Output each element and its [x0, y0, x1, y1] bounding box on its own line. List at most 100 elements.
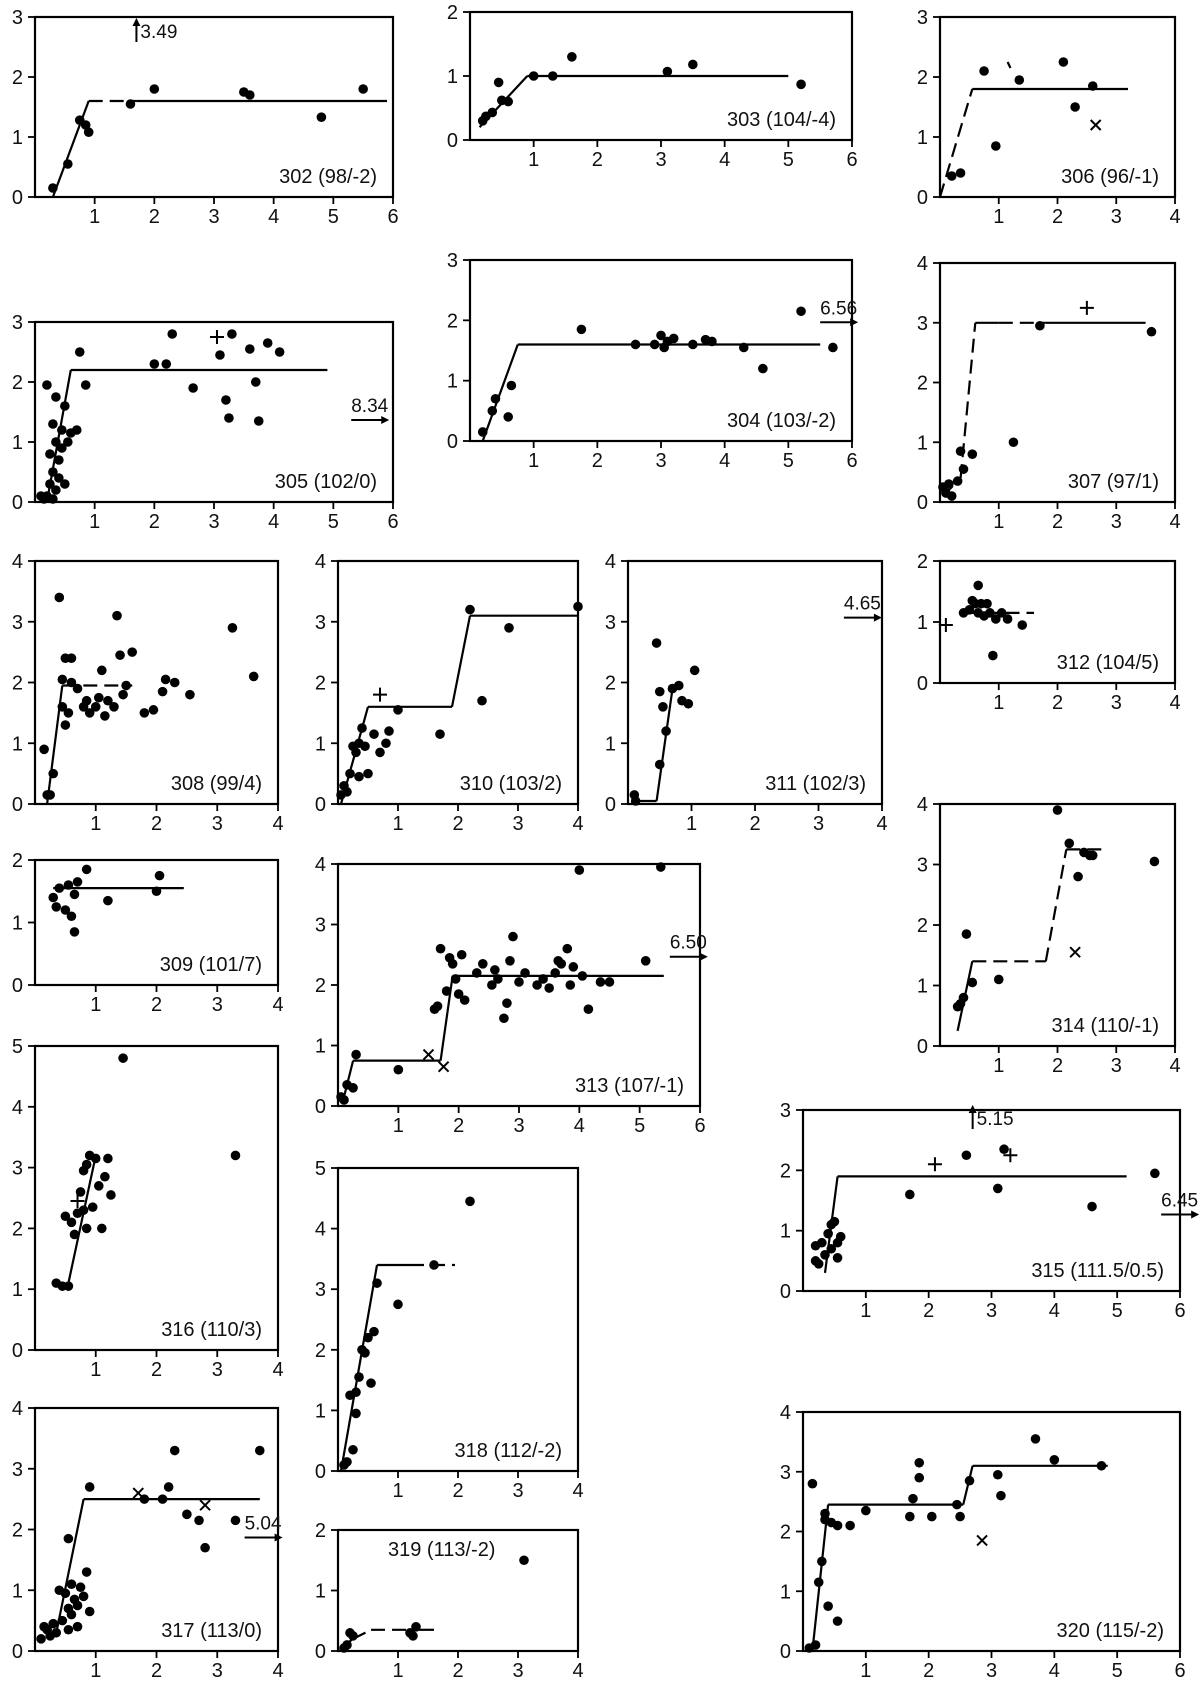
- data-point: [1017, 620, 1028, 630]
- plus-marker: [209, 330, 224, 344]
- data-point: [565, 980, 576, 990]
- data-point: [87, 1202, 98, 1212]
- data-point: [66, 911, 77, 922]
- data-point: [1035, 320, 1045, 331]
- data-point: [1008, 437, 1019, 448]
- data-point: [66, 677, 77, 688]
- y-tick-label: 3: [315, 915, 326, 937]
- data-point: [57, 443, 67, 453]
- fit-line: [55, 1498, 85, 1634]
- panel-306: 0 1 2 3 1 2 3 4 306 (96/-1): [917, 7, 1181, 228]
- fit-line: [655, 688, 674, 802]
- data-point: [227, 329, 237, 339]
- y-tick-label: 4: [917, 253, 928, 275]
- data-point: [248, 671, 259, 682]
- data-point: [813, 1259, 824, 1269]
- y-tick-label: 0: [315, 1641, 326, 1663]
- x-tick-label: 3: [208, 511, 219, 533]
- x-tick-label: 1: [392, 813, 403, 835]
- x-tick-label: 5: [634, 1115, 645, 1137]
- data-point: [66, 1579, 77, 1589]
- data-point: [595, 977, 606, 987]
- data-point: [738, 342, 749, 353]
- x-tick-label: 5: [783, 149, 794, 171]
- offscale-value: 8.34: [351, 396, 388, 417]
- data-point: [72, 683, 83, 694]
- data-point: [54, 473, 64, 483]
- plus-marker: [1003, 1148, 1018, 1163]
- x-tick-label: 6: [846, 149, 857, 171]
- y-tick-label: 2: [917, 67, 928, 89]
- y-tick-label: 2: [12, 673, 23, 695]
- data-point: [167, 329, 178, 339]
- data-point: [72, 1621, 83, 1632]
- data-point: [348, 1083, 358, 1093]
- data-point: [477, 695, 487, 706]
- y-tick-label: 1: [605, 733, 616, 755]
- data-point: [42, 380, 52, 390]
- x-tick-label: 4: [572, 813, 583, 835]
- x-tick-label: 4: [1169, 206, 1180, 228]
- data-point: [707, 336, 717, 347]
- data-point: [245, 344, 255, 354]
- data-point: [72, 877, 83, 887]
- panel-label: 307 (97/1): [1068, 471, 1159, 493]
- data-point: [81, 1159, 92, 1170]
- x-tick-label: 6: [694, 1115, 705, 1137]
- fit-line: [1006, 61, 1012, 69]
- data-point: [342, 1640, 352, 1650]
- panel-311: 0 1 2 3 4 1 2 3 4 4.65 311 (102/3): [605, 551, 888, 835]
- data-point: [456, 949, 467, 960]
- fit-line: [339, 1264, 379, 1472]
- data-point: [274, 347, 285, 357]
- plus-marker: [70, 1194, 85, 1209]
- data-point: [944, 479, 954, 489]
- panel-label: 317 (113/0): [161, 1620, 262, 1642]
- x-tick-label: 3: [512, 1480, 523, 1502]
- panel-302: 0 1 2 3 1 2 3 4 5 6 3.49 302 (98/-2): [12, 7, 399, 228]
- data-point: [1146, 326, 1157, 337]
- x-tick-label: 3: [813, 813, 824, 835]
- data-point: [250, 377, 261, 387]
- x-tick-label: 6: [387, 206, 398, 228]
- data-point: [927, 1511, 937, 1522]
- data-point: [506, 380, 517, 391]
- data-point: [465, 1196, 475, 1207]
- data-point: [375, 747, 385, 758]
- data-point: [985, 608, 995, 618]
- cross-marker: [1089, 119, 1102, 131]
- y-tick-label: 3: [447, 250, 458, 272]
- y-tick-label: 1: [12, 913, 23, 935]
- data-point: [604, 977, 615, 987]
- x-tick-label: 3: [513, 1115, 524, 1137]
- y-tick-label: 2: [447, 2, 458, 24]
- data-point: [408, 1631, 418, 1641]
- data-point: [160, 674, 171, 685]
- data-point: [845, 1520, 855, 1531]
- data-point: [372, 1278, 382, 1288]
- data-point: [57, 1615, 68, 1626]
- cross-marker: [976, 1534, 988, 1547]
- data-point: [861, 1505, 871, 1516]
- data-point: [820, 1508, 830, 1519]
- data-point: [996, 608, 1007, 618]
- x-tick-label: 1: [686, 813, 697, 835]
- data-point: [118, 689, 128, 700]
- data-point: [478, 959, 488, 969]
- fit-line: [1044, 849, 1068, 962]
- y-tick-label: 4: [315, 1219, 326, 1241]
- offscale-value: 6.56: [820, 298, 857, 319]
- data-point: [149, 84, 160, 94]
- panel-label: 319 (113/-2): [388, 1539, 495, 1561]
- data-point: [487, 107, 498, 118]
- data-point: [487, 406, 498, 416]
- data-point: [493, 974, 503, 984]
- data-point: [90, 702, 101, 712]
- fit-line: [51, 100, 90, 198]
- data-point: [154, 870, 165, 881]
- data-point: [348, 1631, 358, 1641]
- x-tick-label: 2: [1052, 511, 1063, 533]
- x-tick-label: 4: [272, 813, 283, 835]
- x-tick-label: 1: [392, 1480, 403, 1502]
- data-point: [351, 1408, 361, 1419]
